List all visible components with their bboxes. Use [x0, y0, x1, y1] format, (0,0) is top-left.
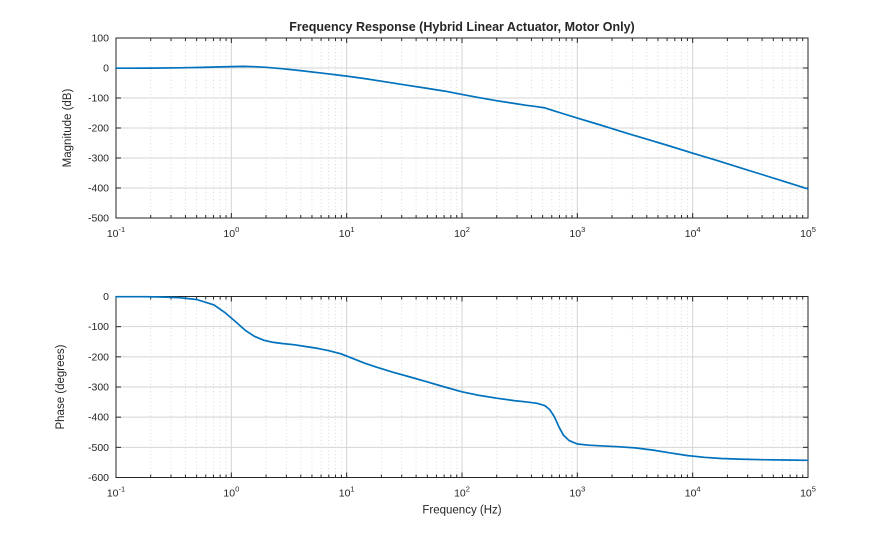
- x-tick-label: 101: [339, 485, 355, 500]
- y-tick-label: -400: [88, 412, 109, 424]
- y-tick-label: -200: [88, 351, 109, 363]
- y-tick-label: 0: [103, 63, 109, 75]
- y-tick-label: 100: [91, 33, 109, 45]
- y-tick-label: -300: [88, 382, 109, 394]
- x-tick-label: 104: [685, 485, 701, 500]
- y-axis-label: Magnitude (dB): [62, 89, 74, 168]
- y-tick-label: -600: [88, 472, 109, 484]
- x-tick-label: 105: [800, 485, 816, 500]
- phase-curve: [115, 295, 809, 462]
- figure-title: Frequency Response (Hybrid Linear Actuat…: [289, 20, 634, 34]
- x-axis-label: Frequency (Hz): [422, 505, 501, 517]
- y-tick-label: -500: [88, 213, 109, 225]
- magnitude-curve: [115, 65, 809, 190]
- y-tick-label: 0: [103, 291, 109, 303]
- x-tick-label: 103: [569, 225, 585, 240]
- x-tick-label: 102: [454, 225, 470, 240]
- y-tick-label: -100: [88, 321, 109, 333]
- y-tick-label: -100: [88, 93, 109, 105]
- y-tick-label: -200: [88, 123, 109, 135]
- y-axis-label: Phase (degrees): [55, 344, 67, 429]
- x-tick-label: 100: [223, 225, 239, 240]
- x-tick-label: 101: [339, 225, 355, 240]
- x-tick-label: 103: [569, 485, 585, 500]
- x-tick-label: 102: [454, 485, 470, 500]
- y-tick-label: -400: [88, 183, 109, 195]
- x-tick-label: 100: [223, 485, 239, 500]
- x-tick-label: 104: [685, 225, 701, 240]
- y-tick-label: -500: [88, 442, 109, 454]
- x-tick-label: 10-1: [107, 225, 125, 240]
- x-tick-label: 10-1: [107, 485, 125, 500]
- y-tick-label: -300: [88, 153, 109, 165]
- x-tick-label: 105: [800, 225, 816, 240]
